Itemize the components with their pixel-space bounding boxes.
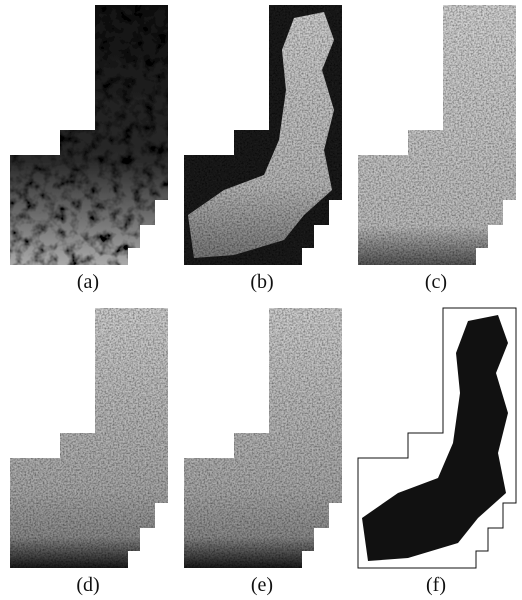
panel: (f) (358, 308, 516, 596)
satellite-image (10, 5, 168, 265)
satellite-image (10, 308, 168, 568)
panel: (e) (184, 308, 342, 596)
panel-label: (f) (426, 574, 446, 596)
panel: (d) (10, 308, 168, 596)
panel-label: (d) (76, 574, 99, 596)
satellite-image (184, 308, 342, 568)
panel-label: (b) (250, 271, 273, 293)
panel: (c) (358, 5, 516, 293)
panel-label: (e) (251, 574, 273, 596)
panel: (b) (184, 5, 342, 293)
panel-label: (c) (425, 271, 447, 293)
panel-label: (a) (77, 271, 99, 293)
satellite-image (358, 5, 516, 265)
figure: (a) (b) (c) (d) (e) (f) (0, 0, 522, 600)
panel: (a) (10, 5, 168, 293)
